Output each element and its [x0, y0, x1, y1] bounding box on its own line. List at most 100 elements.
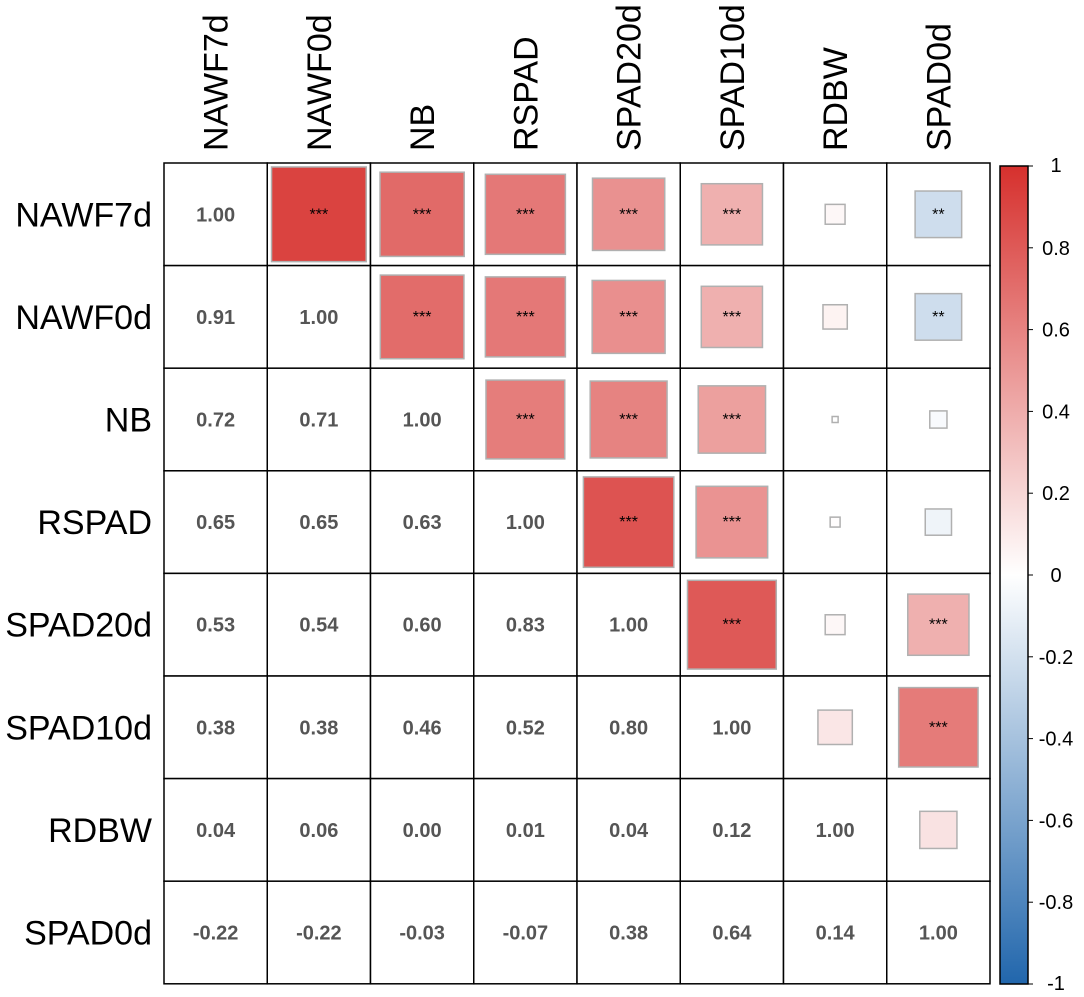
grid-cell: [369, 880, 475, 985]
correlation-value: 0.60: [403, 615, 442, 637]
colorbar-tick-label: 0.2: [1042, 483, 1070, 505]
correlation-value: -0.03: [399, 923, 445, 945]
correlation-value: 0.01: [506, 820, 545, 842]
colorbar-tick-label: 0.4: [1042, 401, 1070, 423]
column-label: RDBW: [817, 47, 855, 151]
significance-label: ***: [723, 206, 742, 223]
row-label: NAWF7d: [15, 196, 152, 234]
column-label: RSPAD: [507, 36, 545, 151]
correlation-value: 0.64: [712, 923, 752, 945]
significance-label: **: [932, 309, 944, 326]
row-label: RSPAD: [37, 504, 152, 542]
grid-cell: [576, 777, 681, 882]
correlation-value: 0.91: [196, 307, 235, 329]
row-label: SPAD10d: [5, 709, 152, 747]
grid-cell: [369, 367, 475, 472]
grid-cell: [369, 470, 475, 575]
row-label: NB: [105, 402, 152, 440]
significance-label: ***: [929, 719, 948, 736]
correlation-square: [817, 709, 854, 746]
correlation-value: 0.65: [196, 512, 235, 534]
row-label: RDBW: [48, 812, 152, 850]
correlation-square: [700, 285, 764, 349]
row-label: SPAD0d: [24, 915, 152, 953]
correlation-square: [700, 182, 764, 246]
correlation-value: 1.00: [196, 204, 235, 226]
correlation-value: 1.00: [816, 820, 855, 842]
grid-cell: [576, 572, 681, 677]
colorbar-tick-label: -0.4: [1039, 729, 1073, 751]
grid-cell: [473, 880, 578, 985]
significance-label: ***: [723, 309, 742, 326]
colorbar: 1 0.8 0.6 0.4 0.2 0 -0.2 -0.4 -0.6 -0.8 -1: [999, 155, 1073, 995]
column-label: NAWF0d: [301, 14, 339, 151]
correlation-value: -0.22: [296, 923, 342, 945]
correlation-value: 0.04: [196, 820, 236, 842]
correlation-square: [897, 686, 979, 768]
grid-cell: [163, 162, 268, 267]
correlation-square: [589, 380, 668, 459]
correlation-value: -0.07: [503, 923, 549, 945]
correlation-square: [914, 292, 963, 341]
correlation-value: -0.22: [193, 923, 239, 945]
significance-label: ***: [619, 309, 638, 326]
colorbar-tick-label: -0.8: [1039, 892, 1073, 914]
correlation-square: [591, 177, 666, 252]
colorbar-tick-label: 0.8: [1042, 238, 1070, 260]
grid-cell: [679, 264, 785, 369]
correlation-value: 0.54: [299, 615, 339, 637]
correlation-square: [822, 303, 849, 330]
mark-layer: 1.00 *** *** *** *** *** **0.91 1.00 *** *** *** **…: [193, 166, 979, 945]
correlation-square: [829, 516, 841, 528]
significance-label: ***: [516, 412, 535, 429]
colorbar-tick-label: 0.6: [1042, 320, 1070, 342]
correlation-square: [919, 810, 958, 850]
correlation-value: 0.14: [816, 923, 856, 945]
column-label: SPAD20d: [611, 4, 649, 151]
colorbar-tick-label: 0: [1050, 565, 1061, 587]
correlation-value: 0.38: [196, 717, 235, 739]
correlation-value: 0.12: [712, 820, 751, 842]
correlation-square: [924, 508, 953, 536]
column-label: SPAD10d: [714, 4, 752, 151]
significance-label: ***: [723, 412, 742, 429]
correlation-value: 1.00: [403, 410, 442, 432]
grid-cell: [886, 162, 991, 267]
significance-label: ***: [929, 617, 948, 634]
correlation-square: [379, 274, 465, 360]
significance-label: **: [932, 206, 944, 223]
grid-cell: [679, 675, 785, 780]
colorbar-tick-label: -0.2: [1039, 647, 1073, 669]
grid-cell: [782, 572, 888, 677]
correlation-value: 0.63: [403, 512, 442, 534]
correlation-value: 1.00: [299, 307, 338, 329]
column-label: SPAD0d: [920, 23, 958, 151]
correlation-square: [591, 279, 666, 355]
column-label: NAWF7d: [198, 14, 236, 151]
significance-label: ***: [723, 617, 742, 634]
colorbar-tick-label: -0.6: [1039, 810, 1073, 832]
correlation-square: [824, 614, 846, 636]
correlation-square: [914, 190, 963, 239]
grid-cell: [163, 367, 268, 472]
significance-label: ***: [723, 514, 742, 531]
correlation-value: 0.83: [506, 615, 545, 637]
correlation-square: [484, 276, 567, 358]
correlation-square: [697, 385, 767, 454]
correlation-square: [929, 410, 948, 429]
grid-cell: [266, 367, 372, 472]
colorbar-tick-label: 1: [1050, 155, 1061, 177]
grid-cell: [266, 880, 372, 985]
grid-cell: [576, 675, 681, 780]
significance-label: ***: [619, 412, 638, 429]
correlation-value: 0.38: [609, 923, 648, 945]
correlation-value: 0.52: [506, 717, 545, 739]
correlation-value: 0.46: [403, 717, 442, 739]
correlation-square: [907, 593, 970, 657]
grid-cell: [369, 675, 475, 780]
grid-cell: [266, 777, 372, 882]
correlation-square: [686, 579, 778, 670]
significance-label: ***: [413, 206, 432, 223]
grid-cell: [163, 470, 268, 575]
grid-cell: [679, 777, 785, 882]
